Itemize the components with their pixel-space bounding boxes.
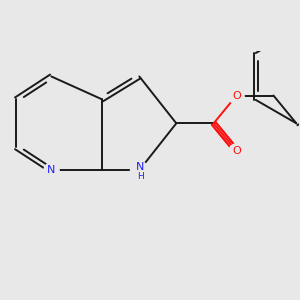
- Text: O: O: [232, 146, 241, 156]
- Text: O: O: [232, 91, 241, 100]
- Text: N: N: [136, 162, 145, 172]
- Text: N: N: [47, 165, 56, 175]
- Text: H: H: [137, 172, 144, 181]
